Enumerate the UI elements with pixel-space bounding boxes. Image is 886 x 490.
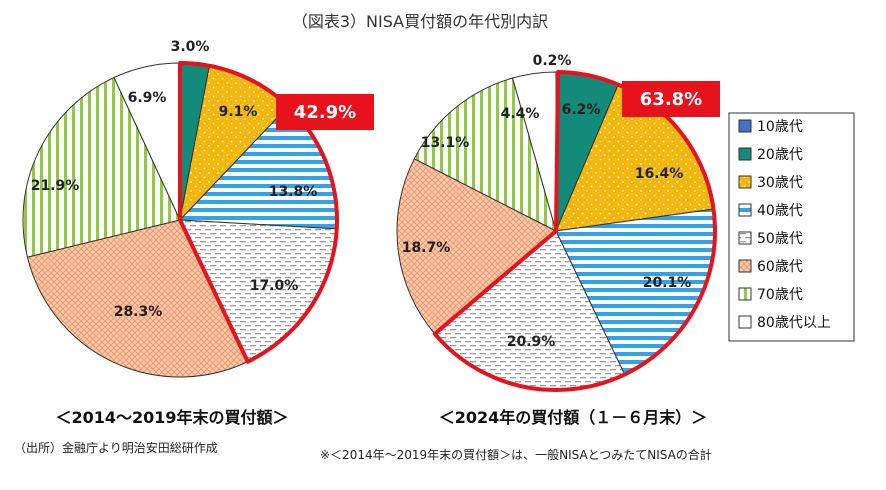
footnote: ※＜2014年～2019年末の買付額＞は、一般NISAとつみたてNISAの合計: [320, 447, 712, 462]
pie-1-highlight-callout: [622, 81, 720, 117]
pie-1-label-teens: 0.2%: [533, 53, 572, 69]
legend-swatch-40s: [738, 203, 752, 217]
legend: 10歳代 20歳代 30歳代 40歳代 50歳代 60歳代 70歳代 80歳代以上: [728, 112, 855, 342]
pie-0-slice-70s: [22, 76, 181, 258]
legend-swatch-70s: [738, 287, 752, 301]
pie-1-label-40s: 20.1%: [643, 275, 692, 291]
pie-0-highlight-outline: [178, 61, 339, 364]
legend-swatch-teens: [738, 119, 752, 133]
legend-swatch-80plus: [738, 315, 752, 329]
pie-1-slice-80plus: [511, 71, 557, 232]
legend-swatch-50s: [738, 231, 752, 245]
pie-chart-2024: 0.2% 6.2% 16.4% 20.1% 20.9% 18.7% 13.1% 4.4% 63.…: [396, 53, 720, 392]
pie-0-label-50s: 17.0%: [250, 278, 299, 294]
pie-caption-2024: ＜2024年の買付額（１－６月末）＞: [439, 408, 708, 427]
pie-0-label-20s: 3.0%: [171, 39, 210, 55]
pie-caption-2014-2019: ＜2014～2019年末の買付額＞: [55, 408, 288, 427]
pie-0-label-30s: 9.1%: [219, 104, 258, 120]
legend-label-80plus: 80歳代以上: [757, 315, 831, 331]
pie-1-slice-60s: [396, 158, 557, 335]
source-note: （出所）金融庁より明治安田総研作成: [14, 440, 218, 455]
pie-chart-2014-2019: 3.0% 9.1% 13.8% 17.0% 28.3% 21.9% 6.9% 42.9%: [22, 39, 374, 378]
pie-0-label-70s: 21.9%: [31, 178, 80, 194]
pie-0-highlight-callout: [276, 94, 374, 130]
legend-label-70s: 70歳代: [757, 287, 803, 303]
legend-swatch-20s: [738, 147, 752, 161]
figure-title: （図表3）NISA買付額の年代別内訳: [292, 12, 548, 31]
pie-0-highlight-callout-label: 42.9%: [294, 102, 356, 123]
pie-0-label-60s: 28.3%: [114, 304, 163, 320]
legend-label-60s: 60歳代: [757, 259, 803, 275]
pie-1-highlight-callout-label: 63.8%: [640, 89, 702, 110]
legend-label-teens: 10歳代: [757, 119, 803, 135]
legend-swatch-30s: [738, 175, 752, 189]
legend-label-20s: 20歳代: [757, 147, 803, 163]
pie-1-label-30s: 16.4%: [635, 166, 684, 182]
pie-1-label-50s: 20.9%: [507, 334, 556, 350]
legend-label-40s: 40歳代: [757, 203, 803, 219]
legend-label-30s: 30歳代: [757, 175, 803, 191]
pie-0-label-80plus: 6.9%: [128, 90, 167, 106]
legend-swatch-60s: [738, 259, 752, 273]
pie-0-slice-60s: [26, 219, 249, 378]
pie-1-label-60s: 18.7%: [402, 240, 451, 256]
pie-0-label-40s: 13.8%: [269, 184, 318, 200]
pie-1-slice-70s: [413, 77, 557, 232]
legend-label-50s: 50歳代: [757, 231, 803, 247]
pie-1-label-70s: 13.1%: [421, 135, 470, 151]
pie-1-label-80plus: 4.4%: [501, 106, 540, 122]
pie-1-label-20s: 6.2%: [562, 102, 601, 118]
